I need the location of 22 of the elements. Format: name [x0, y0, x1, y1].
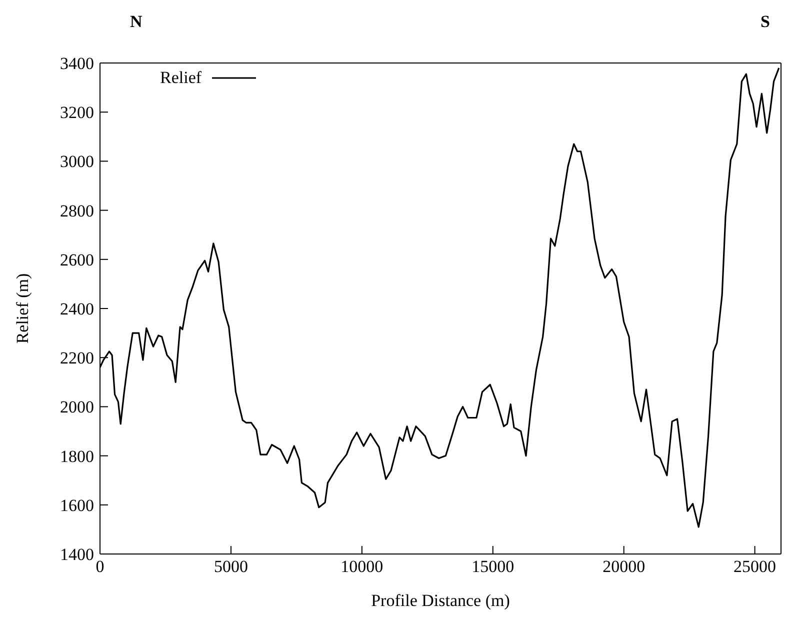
x-tick-label: 5000	[214, 557, 248, 576]
legend-label: Relief	[160, 68, 202, 88]
y-tick-label: 1800	[60, 446, 94, 466]
y-tick-label: 3200	[60, 103, 94, 122]
y-tick-label: 2200	[60, 348, 94, 368]
text: S	[760, 12, 770, 32]
x-tick-label: 25000	[734, 557, 776, 576]
x-tick-label: 10000	[340, 557, 384, 576]
x-tick-label: 20000	[602, 557, 646, 576]
y-tick-label: 3000	[60, 152, 94, 172]
y-tick-label: 3400	[60, 54, 94, 74]
y-tick-label: 1400	[60, 545, 94, 564]
y-tick-label: 1600	[60, 496, 94, 515]
text: N	[130, 12, 142, 32]
y-tick-label: 2400	[60, 300, 94, 319]
y-tick-label: 2000	[60, 398, 94, 417]
x-tick-label: 0	[96, 557, 104, 576]
x-axis-title: Profile Distance (m)	[371, 591, 510, 610]
x-tick-label: 15000	[472, 557, 514, 576]
y-tick-label: 2800	[60, 201, 94, 220]
y-tick-label: 2600	[60, 250, 94, 270]
y-axis-title: Relief (m)	[13, 273, 32, 344]
